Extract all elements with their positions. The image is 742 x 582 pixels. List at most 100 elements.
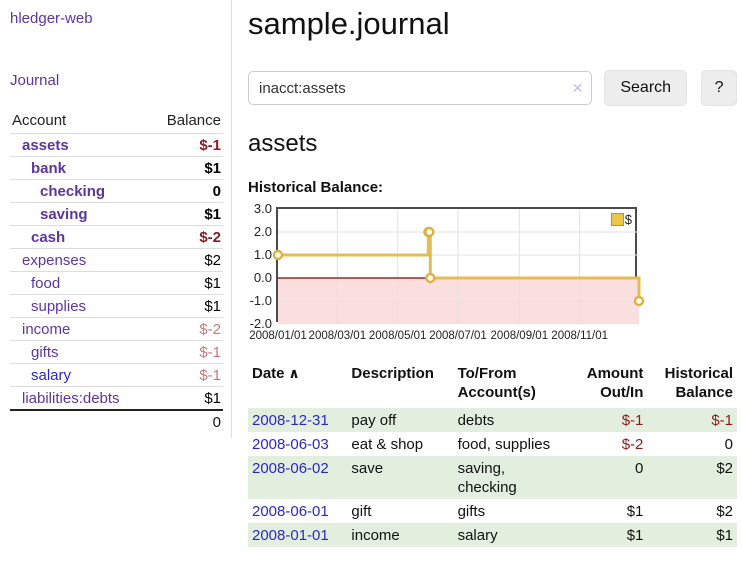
x-axis-tick: 2008/07/01 [429,330,487,342]
legend-swatch-icon [610,213,624,226]
accounts-col-balance: Balance [166,112,221,129]
account-balance: $-1 [149,340,223,364]
chart-title: Historical Balance: [248,179,384,196]
account-balance: $-1 [149,133,223,157]
sort-ascending-icon: ∧ [284,365,300,381]
register-row[interactable]: 2008-06-01 gift gifts $1 $2 [248,499,737,523]
historical-balance-chart: $ 3.0 2.0 1.0 0.0 -1.0 -2.0 2008/01/01 2008/03/… [248,201,668,348]
transaction-date-link[interactable]: 2008-06-03 [252,435,329,453]
account-row: liabilities:debts $1 [10,386,223,410]
account-row: checking 0 [10,179,223,203]
register-col-description: Description [351,365,434,382]
help-button[interactable]: ? [701,70,737,106]
register-col-to-from-account-s-: To/From Account(s) [457,365,536,401]
transaction-date-link[interactable]: 2008-06-02 [252,459,329,477]
y-axis-tick: 2.0 [253,224,272,239]
account-balance: $1 [149,202,223,226]
register-row[interactable]: 2008-06-03 eat & shop food, supplies $-2 0 [248,432,737,456]
x-axis-tick: 2008/11/01 [551,330,608,342]
account-row: cash $-2 [10,225,223,249]
transaction-accounts: debts [457,411,495,429]
register-col-date[interactable]: Date ∧ [252,365,300,382]
transaction-date-link[interactable]: 2008-12-31 [252,411,329,429]
account-row: supplies $1 [10,294,223,318]
sidebar-item-journal[interactable]: Journal [10,72,60,89]
account-row: assets $-1 [10,133,223,157]
account-link[interactable]: cash [31,228,66,246]
register-col-historical-balance: Historical Balance [664,365,733,401]
register-col-amount-out-in: Amount Out/In [586,365,644,401]
clear-search-icon[interactable]: ✕ [571,80,584,96]
transaction-amount: 0 [635,459,644,477]
account-row: saving $1 [10,202,223,226]
account-balance: $1 [149,271,223,295]
x-axis-tick: 2008/03/01 [308,330,367,342]
account-heading: assets [248,130,318,157]
transaction-amount: $1 [626,526,644,544]
accounts-total-spacer [10,409,150,434]
account-row: food $1 [10,271,223,295]
account-link[interactable]: food [31,274,61,292]
y-axis-tick: 1.0 [253,247,272,262]
transaction-date: 2008-06-03 [248,432,347,456]
transaction-description: gift [351,502,372,520]
accounts-total-row: 0 [10,409,223,434]
account-balance: $1 [149,156,223,180]
transaction-accounts: food, supplies [457,435,551,453]
transaction-amount: $-2 [621,435,644,453]
transaction-description: income [351,526,400,544]
transaction-date-link[interactable]: 2008-06-01 [252,502,329,520]
account-balance: $1 [149,386,223,410]
register-table: Date ∧ Description To/From Account(s) Amount… [248,364,737,547]
register-header-row: Date ∧ Description To/From Account(s) Amount… [248,364,737,408]
account-link[interactable]: gifts [31,343,59,361]
transaction-amount: $1 [626,502,644,520]
account-link[interactable]: checking [40,182,106,200]
transaction-accounts: gifts [457,502,486,520]
y-axis-tick: 3.0 [253,201,272,216]
search-button[interactable]: Search [604,70,688,106]
register-row[interactable]: 2008-01-01 income salary $1 $1 [248,523,737,547]
transaction-date-link[interactable]: 2008-01-01 [252,526,329,544]
transaction-description: pay off [351,411,397,429]
accounts-header-row: Account Balance [10,110,223,134]
account-link[interactable]: income [22,320,71,338]
account-link[interactable]: liabilities:debts [22,389,120,407]
sidebar: hledger-web Journal Account Balance asse… [0,0,232,438]
accounts-table: Account Balance assets $-1 bank $1 checking 0… [10,110,223,434]
account-balance: $-1 [149,363,223,387]
account-balance: $-2 [149,225,223,249]
y-axis-tick: -1.0 [249,293,272,308]
page-title: sample.journal [248,6,450,41]
account-row: salary $-1 [10,363,223,387]
x-axis-tick: 2008/01/01 [249,330,307,342]
transaction-description: eat & shop [351,435,424,453]
account-row: expenses $2 [10,248,223,272]
account-link[interactable]: saving [40,205,88,223]
register-row[interactable]: 2008-06-02 save saving, checking 0 $2 [248,456,737,499]
account-row: income $-2 [10,317,223,341]
transaction-accounts: saving, checking [457,459,517,496]
transaction-balance: $2 [716,502,733,520]
transaction-date: 2008-12-31 [248,408,347,432]
transaction-balance: $1 [716,526,733,544]
account-balance: $2 [149,248,223,272]
y-axis-tick: 0.0 [253,270,272,285]
transaction-date: 2008-01-01 [248,523,347,547]
transaction-balance: $2 [716,459,733,477]
brand-link[interactable]: hledger-web [10,10,93,27]
account-link[interactable]: assets [22,136,69,154]
account-link[interactable]: bank [31,159,67,177]
accounts-total-value: 0 [149,409,223,434]
account-link[interactable]: salary [31,366,72,384]
search-input[interactable] [248,71,593,105]
account-link[interactable]: expenses [22,251,87,269]
account-row: gifts $-1 [10,340,223,364]
account-balance: $1 [149,294,223,318]
main-pane: sample.journal ✕ Search ? assets Histori… [248,0,737,547]
register-row[interactable]: 2008-12-31 pay off debts $-1 $-1 [248,408,737,432]
transaction-amount: $-1 [621,411,644,429]
account-link[interactable]: supplies [31,297,87,315]
search-input-wrap: ✕ [248,71,593,105]
transaction-date: 2008-06-02 [248,456,347,499]
